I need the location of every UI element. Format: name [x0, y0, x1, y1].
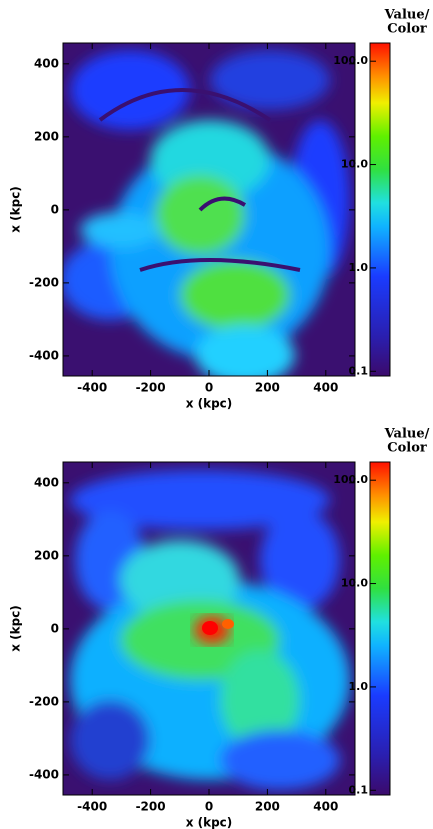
colorbar-tick-label: 100.0: [333, 54, 368, 67]
x-axis-label: x (kpc): [186, 397, 233, 411]
colorbar-title: Color: [387, 22, 427, 37]
y-tick-label: 0: [51, 621, 59, 635]
colorbar-tick-label: 1.0: [349, 680, 369, 693]
colorbar-tick-label: 0.1: [349, 783, 369, 796]
y-tick-label: 400: [34, 475, 59, 489]
x-tick-label: -200: [136, 800, 166, 814]
y-tick-label: -400: [29, 767, 59, 781]
x-tick-label: -200: [136, 381, 166, 395]
x-axis-label: x (kpc): [186, 816, 233, 829]
x-tick-label: 200: [255, 381, 280, 395]
y-tick-label: -400: [29, 348, 59, 362]
y-axis-label: x (kpc): [9, 605, 23, 652]
colorbar-tick-label: 100.0: [333, 473, 368, 486]
x-tick-label: 0: [205, 800, 213, 814]
x-tick-label: 0: [205, 381, 213, 395]
x-tick-label: -400: [77, 800, 107, 814]
y-tick-label: 200: [34, 129, 59, 143]
colorbar-title: Value/: [384, 8, 430, 23]
x-tick-label: 400: [313, 381, 338, 395]
colorbar: [369, 461, 391, 796]
colorbar-title: Color: [387, 441, 427, 456]
colorbar-title: Value/: [384, 427, 430, 442]
y-tick-label: -200: [29, 694, 59, 708]
x-tick-label: -400: [77, 381, 107, 395]
colorbar-tick-label: 10.0: [341, 158, 368, 171]
heatmap-image: [63, 462, 355, 795]
x-tick-label: 200: [255, 800, 280, 814]
y-tick-label: 400: [34, 56, 59, 70]
y-tick-label: -200: [29, 275, 59, 289]
colorbar-tick-label: 10.0: [341, 577, 368, 590]
y-tick-label: 0: [51, 202, 59, 216]
heatmap-image: [63, 43, 355, 376]
y-axis-label: x (kpc): [9, 186, 23, 233]
y-tick-label: 200: [34, 548, 59, 562]
colorbar-tick-label: 1.0: [349, 261, 369, 274]
x-tick-label: 400: [313, 800, 338, 814]
colorbar: [369, 42, 391, 377]
colorbar-tick-label: 0.1: [349, 364, 369, 377]
